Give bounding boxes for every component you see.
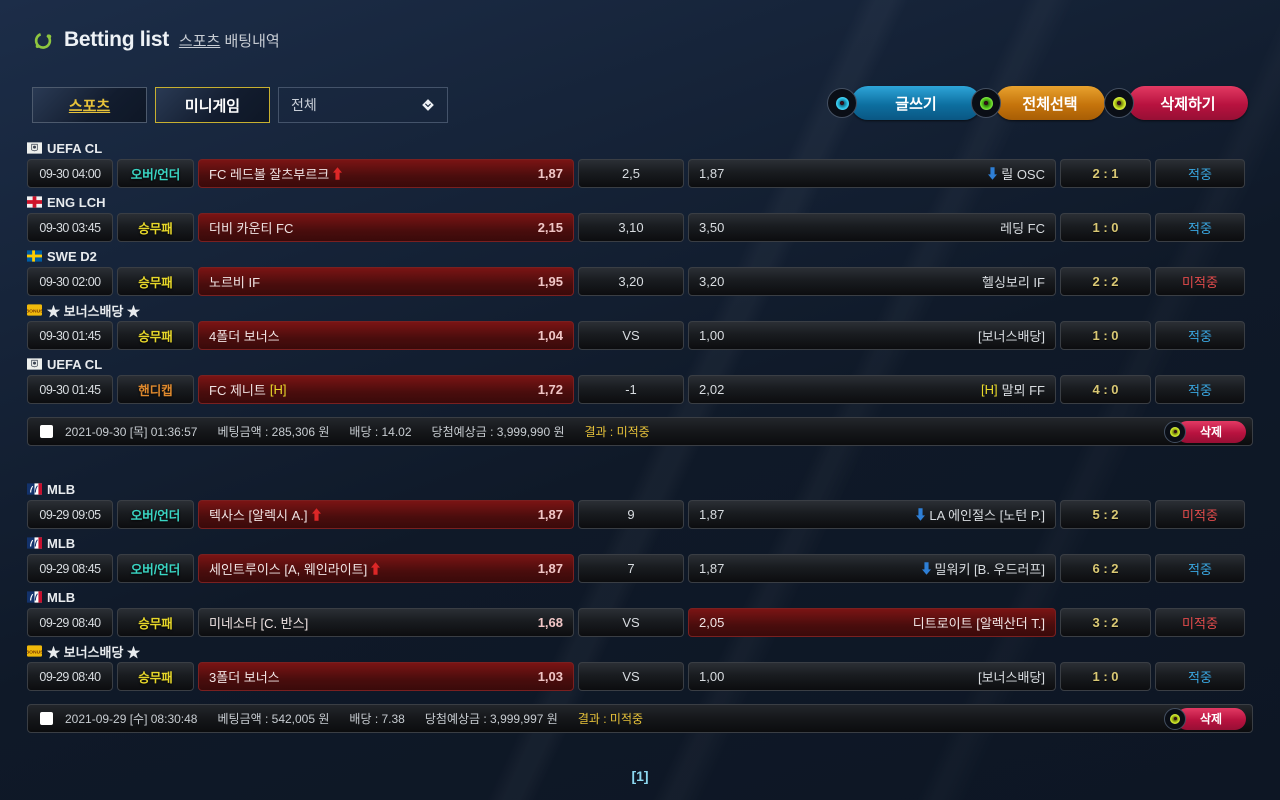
svg-text:BONUS: BONUS (27, 309, 42, 315)
svg-text:BONUS: BONUS (27, 650, 42, 656)
